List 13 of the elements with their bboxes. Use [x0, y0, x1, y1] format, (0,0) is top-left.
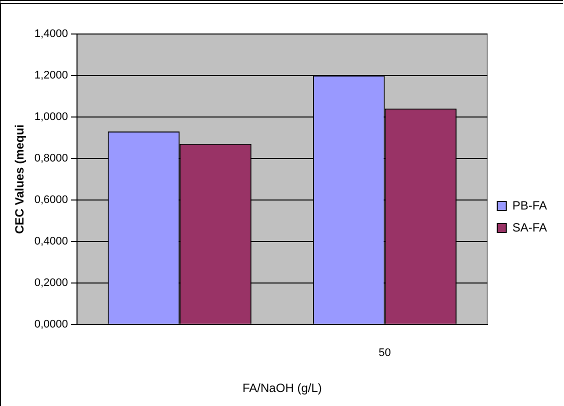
legend-label: SA-FA: [512, 220, 548, 234]
y-tick-label: 1,4000: [34, 28, 68, 40]
y-tick-label: 1,0000: [34, 111, 68, 124]
legend-label: PB-FA: [512, 198, 548, 212]
y-tick-label: 0,8000: [34, 152, 68, 164]
y-tick-label: 0,2000: [34, 276, 68, 289]
x-tick-label: 50: [378, 347, 391, 360]
x-axis-title: FA/NaOH (g/L): [242, 381, 322, 396]
y-tick-label: 1,2000: [34, 70, 68, 82]
y-tick-label: 0,4000: [34, 235, 68, 248]
y-axis-title: CEC Values (mequi: [12, 124, 27, 234]
y-tick-label: 0,6000: [34, 194, 68, 206]
y-tick-label: 0,0000: [34, 318, 68, 330]
